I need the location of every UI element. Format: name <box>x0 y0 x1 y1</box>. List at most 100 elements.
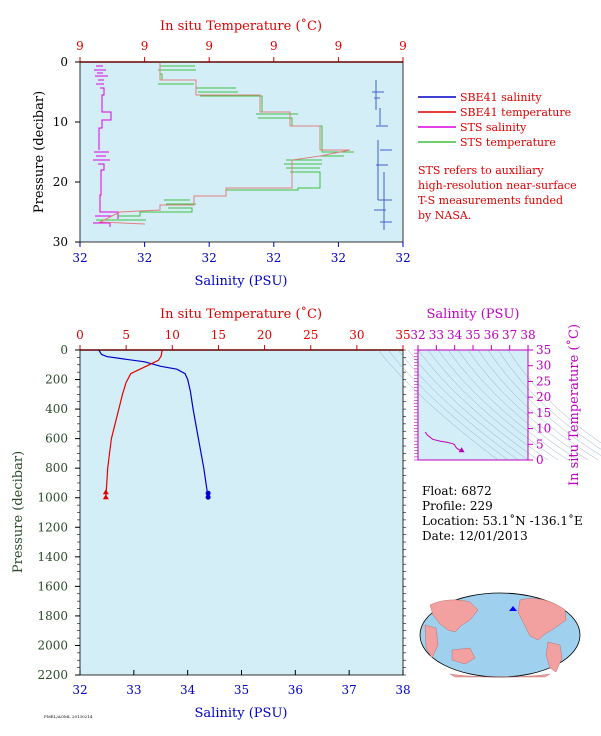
profile-number: Profile: 229 <box>422 499 493 513</box>
sbe41-salinity-trace <box>372 80 392 230</box>
ts-sal-tick-label: 36 <box>484 328 499 342</box>
main-pressure-tick-label: 1200 <box>37 520 68 534</box>
top-temp-axis-title: In situ Temperature (˚C) <box>160 18 322 34</box>
world-map <box>419 592 581 678</box>
top-temp-tick-label: 9 <box>76 39 84 53</box>
ts-temp-tick-label: 35 <box>536 343 551 357</box>
top-pressure-tick-label: 0 <box>60 55 68 69</box>
sts-note: STS refers to auxiliary high-resolution n… <box>418 164 577 222</box>
date: Date: 12/01/2013 <box>422 529 528 543</box>
density-contour <box>377 349 499 461</box>
sbe41-temperature-trace <box>98 62 351 225</box>
top-plot-frame <box>79 61 404 243</box>
main-temp-tick-label: 35 <box>395 328 410 342</box>
ts-salinity-axis-title: Salinity (PSU) <box>427 307 520 322</box>
ts-plot-area <box>418 350 528 460</box>
top-sal-tick-label: 32 <box>395 251 410 265</box>
main-salinity-axis: 32 33 34 35 36 37 38 <box>72 670 411 697</box>
density-contour <box>467 349 589 461</box>
note-line: high-resolution near-surface <box>418 179 577 192</box>
ts-temp-axis-title: In situ Temperature (˚C) <box>566 324 582 486</box>
main-sal-tick-label: 34 <box>180 683 196 697</box>
land-australia <box>451 647 476 665</box>
ts-temp-tick-label: 15 <box>536 406 551 420</box>
main-pressure-tick-label: 200 <box>45 373 68 387</box>
density-contour <box>417 349 539 461</box>
density-contour <box>427 349 549 461</box>
note-line: T-S measurements funded <box>418 194 563 207</box>
main-pressure-tick-label: 800 <box>45 461 68 475</box>
top-pressure-tick-label: 10 <box>53 115 68 129</box>
density-contour <box>497 349 601 450</box>
top-plot-area <box>80 62 403 242</box>
main-temp-tick-label: 0 <box>76 328 84 342</box>
top-salinity-axis: 32 32 32 32 32 32 <box>72 242 411 265</box>
land-antarctica <box>449 673 551 678</box>
main-temp-tick-label: 20 <box>257 328 272 342</box>
top-temp-tick-label: 9 <box>335 39 343 53</box>
temperature-end-marker <box>102 494 109 500</box>
land-north-america <box>517 598 567 641</box>
density-contour <box>437 349 559 461</box>
top-pressure-tick-label: 20 <box>53 175 68 189</box>
main-panel: In situ Temperature (˚C) 0 5 10 15 20 25 30 35 … <box>11 306 411 721</box>
density-contour <box>387 349 509 461</box>
land-asia-europe <box>429 599 479 633</box>
ts-sal-tick-label: 37 <box>502 328 517 342</box>
ts-temp-tick-label: 0 <box>536 453 544 467</box>
legend-label: SBE41 salinity <box>460 91 542 104</box>
main-sal-tick-label: 36 <box>288 683 303 697</box>
main-temp-tick-label: 30 <box>349 328 364 342</box>
legend-label: SBE41 temperature <box>460 106 571 119</box>
main-temp-axis-title: In situ Temperature (˚C) <box>160 306 322 322</box>
main-sal-tick-label: 33 <box>126 683 141 697</box>
main-pressure-tick-label: 600 <box>45 432 68 446</box>
main-pressure-tick-label: 1800 <box>37 609 68 623</box>
density-contour <box>487 349 601 456</box>
salinity-end-marker <box>205 494 211 500</box>
ts-series <box>424 431 465 453</box>
top-sal-tick-label: 32 <box>331 251 346 265</box>
main-temp-tick-label: 5 <box>122 328 130 342</box>
top-salinity-axis-title: Salinity (PSU) <box>195 274 288 289</box>
main-pressure-tick-label: 1400 <box>37 550 68 564</box>
location: Location: 53.1˚N -136.1˚E <box>422 513 583 528</box>
legend-label: STS temperature <box>460 136 556 149</box>
temperature-profile-line <box>105 349 163 500</box>
ts-temp-tick-label: 5 <box>536 437 544 451</box>
legend-label: STS salinity <box>460 121 527 134</box>
main-pressure-tick-label: 1600 <box>37 579 68 593</box>
main-pressure-tick-label: 2200 <box>37 668 68 682</box>
main-pressure-axis: 0 200 400 600 800 1000 1200 1400 1600 1800 2000 220… <box>37 343 406 682</box>
salinity-profile-line <box>98 349 209 500</box>
main-temp-tick-label: 25 <box>303 328 318 342</box>
ts-sal-tick-label: 32 <box>410 328 425 342</box>
main-sal-tick-label: 32 <box>72 683 87 697</box>
main-sal-tick-label: 35 <box>234 683 249 697</box>
main-pressure-tick-label: 2000 <box>37 638 68 652</box>
main-temp-tick-label: 10 <box>165 328 180 342</box>
temperature-end-marker <box>102 489 109 495</box>
land-africa <box>424 624 439 659</box>
top-temp-tick-label: 9 <box>141 39 149 53</box>
main-temp-tick-label: 15 <box>211 328 226 342</box>
top-legend: SBE41 salinity SBE41 temperature STS salin… <box>418 91 571 149</box>
salinity-end-marker <box>205 490 211 496</box>
main-pressure-axis-title: Pressure (decibar) <box>11 451 26 573</box>
top-pressure-axis-title: Pressure (decibar) <box>32 91 47 213</box>
ts-sal-tick-label: 35 <box>465 328 480 342</box>
ts-temp-tick-label: 25 <box>536 374 551 388</box>
ts-plot-frame <box>417 349 529 461</box>
main-plot-area <box>80 350 403 675</box>
float-id: Float: 6872 <box>422 484 492 498</box>
top-pressure-axis: 0 10 20 30 <box>53 55 80 249</box>
main-salinity-axis-title: Salinity (PSU) <box>195 706 288 721</box>
ts-sal-tick-label: 34 <box>447 328 463 342</box>
note-line: STS refers to auxiliary <box>418 164 544 177</box>
main-pressure-tick-label: 0 <box>60 343 68 357</box>
footer-text: PMEL/AOML 20130214 <box>44 714 93 719</box>
land-south-america <box>545 641 563 673</box>
